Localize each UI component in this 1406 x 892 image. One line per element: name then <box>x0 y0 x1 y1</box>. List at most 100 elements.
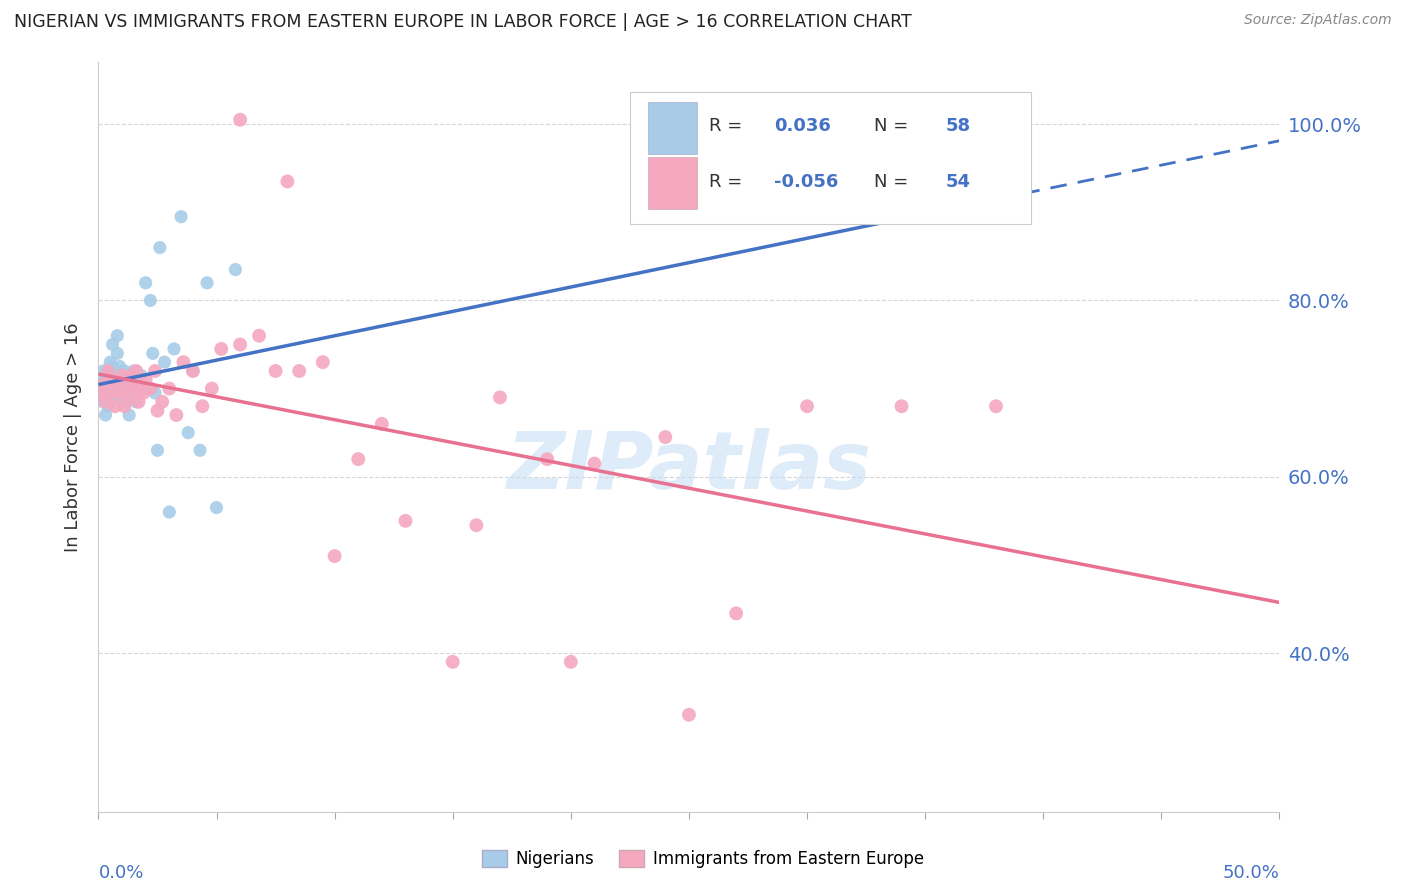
Text: R =: R = <box>709 117 748 135</box>
Point <box>94 382 117 396</box>
Point <box>94 408 117 422</box>
Point <box>112 382 135 396</box>
Point <box>98 382 121 396</box>
Point <box>94 391 117 405</box>
Point <box>97 364 120 378</box>
Point <box>536 452 558 467</box>
Point <box>101 359 124 374</box>
Point <box>91 377 114 392</box>
Point <box>229 112 252 127</box>
Point <box>224 262 246 277</box>
Point <box>163 342 186 356</box>
Point <box>111 386 134 401</box>
Point <box>128 382 150 396</box>
Point <box>229 337 252 351</box>
FancyBboxPatch shape <box>630 93 1032 224</box>
Point <box>195 276 218 290</box>
Point <box>90 386 112 401</box>
Point <box>142 346 165 360</box>
Point <box>108 386 131 401</box>
Point <box>441 655 464 669</box>
Point <box>489 391 512 405</box>
Point <box>157 382 180 396</box>
Point <box>122 364 145 378</box>
Point <box>312 355 335 369</box>
Point <box>94 368 117 383</box>
Point <box>678 707 700 722</box>
Point <box>91 364 114 378</box>
Point <box>104 377 127 392</box>
Text: ZIPatlas: ZIPatlas <box>506 428 872 506</box>
Point <box>129 368 152 383</box>
Point <box>101 337 124 351</box>
Point <box>150 394 173 409</box>
Point <box>146 443 169 458</box>
Point <box>112 399 135 413</box>
Point <box>104 399 127 413</box>
Point <box>111 368 134 383</box>
Point <box>465 518 488 533</box>
Text: -0.056: -0.056 <box>773 173 838 191</box>
Point <box>97 364 120 378</box>
Point <box>98 394 121 409</box>
Point <box>205 500 228 515</box>
Point <box>172 355 194 369</box>
Point <box>104 391 127 405</box>
Point <box>98 386 121 401</box>
Point <box>104 364 127 378</box>
Point <box>139 293 162 308</box>
Point <box>125 394 148 409</box>
Point <box>276 174 298 188</box>
Point <box>97 377 120 392</box>
Point <box>132 382 155 396</box>
Point <box>121 368 143 383</box>
Point <box>157 505 180 519</box>
Point <box>288 364 311 378</box>
Point <box>91 382 114 396</box>
Point <box>725 607 748 621</box>
Point <box>101 373 124 387</box>
Point <box>165 408 187 422</box>
Point <box>209 342 232 356</box>
Y-axis label: In Labor Force | Age > 16: In Labor Force | Age > 16 <box>65 322 83 552</box>
Text: N =: N = <box>875 117 914 135</box>
Point <box>181 364 204 378</box>
Point <box>105 346 128 360</box>
Point <box>108 373 131 387</box>
Point <box>394 514 416 528</box>
Point <box>129 382 152 396</box>
Point <box>135 276 157 290</box>
Point <box>323 549 346 563</box>
Text: N =: N = <box>875 173 914 191</box>
Point <box>118 408 141 422</box>
Point <box>105 382 128 396</box>
Text: 0.036: 0.036 <box>773 117 831 135</box>
Point <box>105 328 128 343</box>
Point <box>90 373 112 387</box>
Point <box>91 394 114 409</box>
Point <box>118 373 141 387</box>
Text: 0.0%: 0.0% <box>98 864 143 882</box>
Point <box>177 425 200 440</box>
Point <box>560 655 582 669</box>
Point <box>97 386 120 401</box>
Point <box>98 355 121 369</box>
Text: NIGERIAN VS IMMIGRANTS FROM EASTERN EUROPE IN LABOR FORCE | AGE > 16 CORRELATION: NIGERIAN VS IMMIGRANTS FROM EASTERN EURO… <box>14 13 912 31</box>
Point <box>112 364 135 378</box>
Text: 58: 58 <box>945 117 970 135</box>
Point <box>115 394 138 409</box>
Point <box>111 368 134 383</box>
Point <box>98 368 121 383</box>
Point <box>146 403 169 417</box>
Point <box>170 210 193 224</box>
Point <box>132 386 155 401</box>
Point <box>654 430 676 444</box>
Point <box>247 328 270 343</box>
Point <box>128 394 150 409</box>
Legend: Nigerians, Immigrants from Eastern Europe: Nigerians, Immigrants from Eastern Europ… <box>475 843 931 875</box>
Point <box>371 417 394 431</box>
Point <box>347 452 370 467</box>
Point <box>153 355 176 369</box>
Point <box>121 386 143 401</box>
Point <box>97 399 120 413</box>
